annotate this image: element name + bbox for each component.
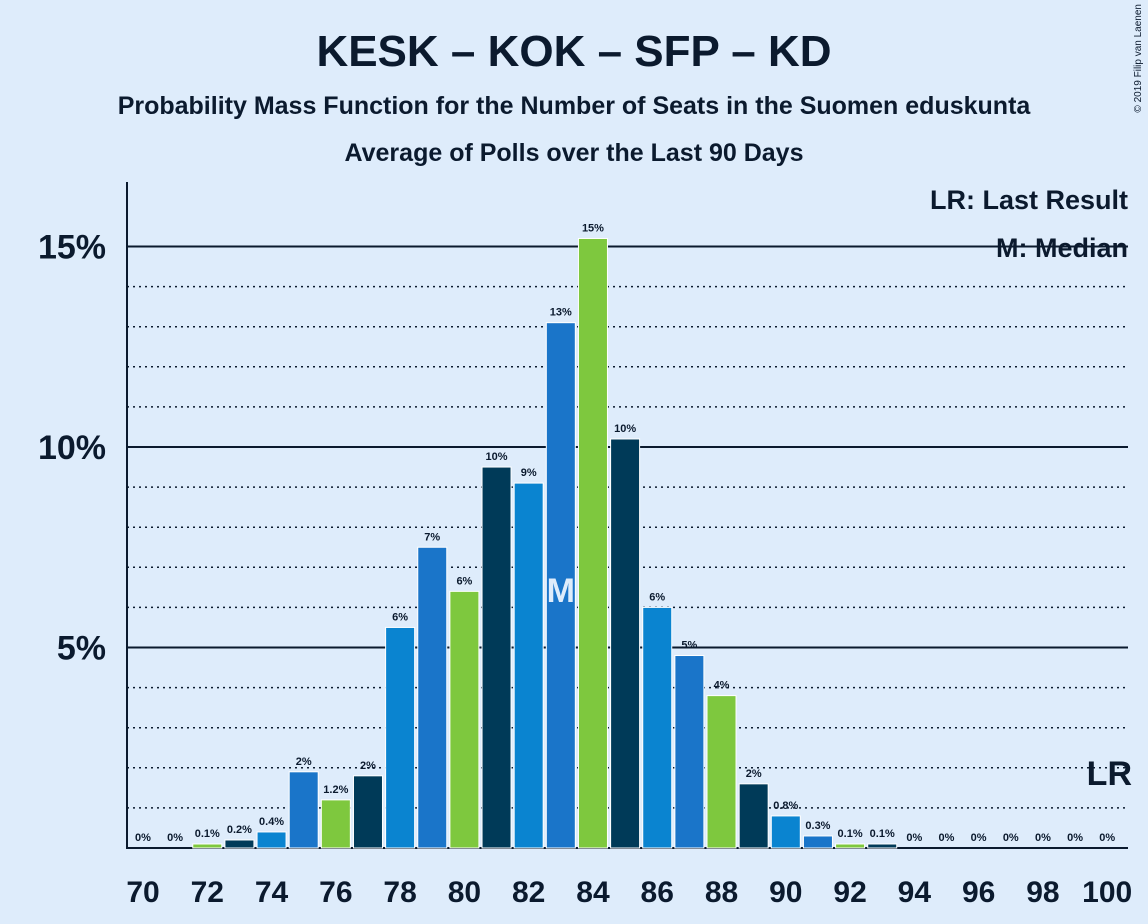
bar-value-label: 0% <box>906 832 922 844</box>
bar-value-label: 6% <box>649 591 665 603</box>
bar-78 <box>385 626 416 849</box>
bar-value-label: 0.1% <box>195 828 220 840</box>
bar-value-label: 4% <box>714 680 730 692</box>
bar-79 <box>417 546 448 849</box>
chart-subtitle: Probability Mass Function for the Number… <box>118 92 1032 120</box>
bar-73 <box>224 839 255 849</box>
x-tick-label: 78 <box>383 876 416 909</box>
x-tick-label: 90 <box>769 876 802 909</box>
bar-value-label: 0.3% <box>805 820 830 832</box>
y-tick-labels: 5% 10% 15% <box>38 229 106 668</box>
bar-value-label: 0.1% <box>838 828 863 840</box>
bar-85 <box>610 438 641 849</box>
bar-82 <box>513 482 544 849</box>
bar-75 <box>288 771 319 849</box>
bar-value-label: 15% <box>582 222 604 234</box>
bar-77 <box>352 775 383 849</box>
x-tick-label: 98 <box>1026 876 1059 909</box>
bar-86 <box>642 606 673 849</box>
bar-84 <box>577 237 608 849</box>
bar-value-label: 6% <box>456 575 472 587</box>
last-result-marker: LR <box>1087 755 1132 793</box>
bar-value-label: 1.2% <box>323 784 348 796</box>
bar-74 <box>256 831 287 849</box>
copyright-credit: © 2019 Filip van Laenen <box>1133 4 1144 113</box>
x-tick-label: 84 <box>576 876 610 909</box>
x-tick-label: 80 <box>448 876 481 909</box>
bar-value-label: 2% <box>360 760 376 772</box>
bar-value-label: 0% <box>167 832 183 844</box>
bar-labels: 0% 0% 0.1% 0.2% 0.4% 2% 1.2% 2% 6% 7% 6% 10% 9% 13% 15… <box>135 222 1115 844</box>
x-tick-label: 92 <box>833 876 866 909</box>
bar-88 <box>706 695 737 849</box>
bar-value-label: 0.1% <box>870 828 895 840</box>
x-tick-label: 86 <box>641 876 674 909</box>
bar-value-label: 0% <box>135 832 151 844</box>
x-tick-label: 94 <box>898 876 932 909</box>
x-tick-label: 96 <box>962 876 995 909</box>
bar-80 <box>449 590 480 849</box>
bar-value-label: 10% <box>486 451 508 463</box>
bar-value-label: 7% <box>424 531 440 543</box>
median-marker: M <box>547 572 575 610</box>
bar-value-label: 6% <box>392 611 408 623</box>
x-tick-label: 88 <box>705 876 738 909</box>
x-tick-label: 76 <box>319 876 352 909</box>
bar-83 <box>545 322 576 849</box>
bar-value-label: 0% <box>1003 832 1019 844</box>
bar-value-label: 2% <box>746 768 762 780</box>
bar-87 <box>674 655 705 849</box>
legend-last-result: LR: Last Result <box>930 185 1128 215</box>
x-tick-label: 72 <box>191 876 224 909</box>
bar-value-label: 0.4% <box>259 816 284 828</box>
y-tick-label: 10% <box>38 429 106 467</box>
bar-81 <box>481 466 512 849</box>
bar-92 <box>835 843 866 849</box>
bar-value-label: 5% <box>681 640 697 652</box>
bars <box>192 237 898 849</box>
bar-72 <box>192 843 223 849</box>
bar-value-label: 2% <box>296 756 312 768</box>
bar-value-label: 10% <box>614 423 636 435</box>
x-tick-label: 100 <box>1082 876 1132 909</box>
bar-value-label: 0.2% <box>227 824 252 836</box>
bar-90 <box>770 815 801 849</box>
bar-91 <box>802 835 833 849</box>
bar-value-label: 0% <box>971 832 987 844</box>
legend-median: M: Median <box>996 233 1128 263</box>
y-tick-label: 15% <box>38 229 106 267</box>
x-tick-labels: 70 72 74 76 78 80 82 84 86 88 90 92 94 96 98 100 <box>126 876 1132 909</box>
bar-value-label: 13% <box>550 307 572 319</box>
bar-value-label: 0.8% <box>773 800 798 812</box>
y-tick-label: 5% <box>57 630 106 668</box>
bar-76 <box>320 799 351 849</box>
bar-89 <box>738 783 769 849</box>
bar-value-label: 0% <box>1035 832 1051 844</box>
x-tick-label: 70 <box>126 876 159 909</box>
gridlines <box>127 245 1128 849</box>
x-tick-label: 74 <box>255 876 289 909</box>
chart-title: KESK – KOK – SFP – KD <box>316 27 831 76</box>
bar-93 <box>867 843 898 849</box>
x-tick-label: 82 <box>512 876 545 909</box>
bar-value-label: 0% <box>1067 832 1083 844</box>
bar-value-label: 0% <box>939 832 955 844</box>
bar-value-label: 0% <box>1099 832 1115 844</box>
bar-value-label: 9% <box>521 467 537 479</box>
chart-subtitle-2: Average of Polls over the Last 90 Days <box>345 139 804 167</box>
